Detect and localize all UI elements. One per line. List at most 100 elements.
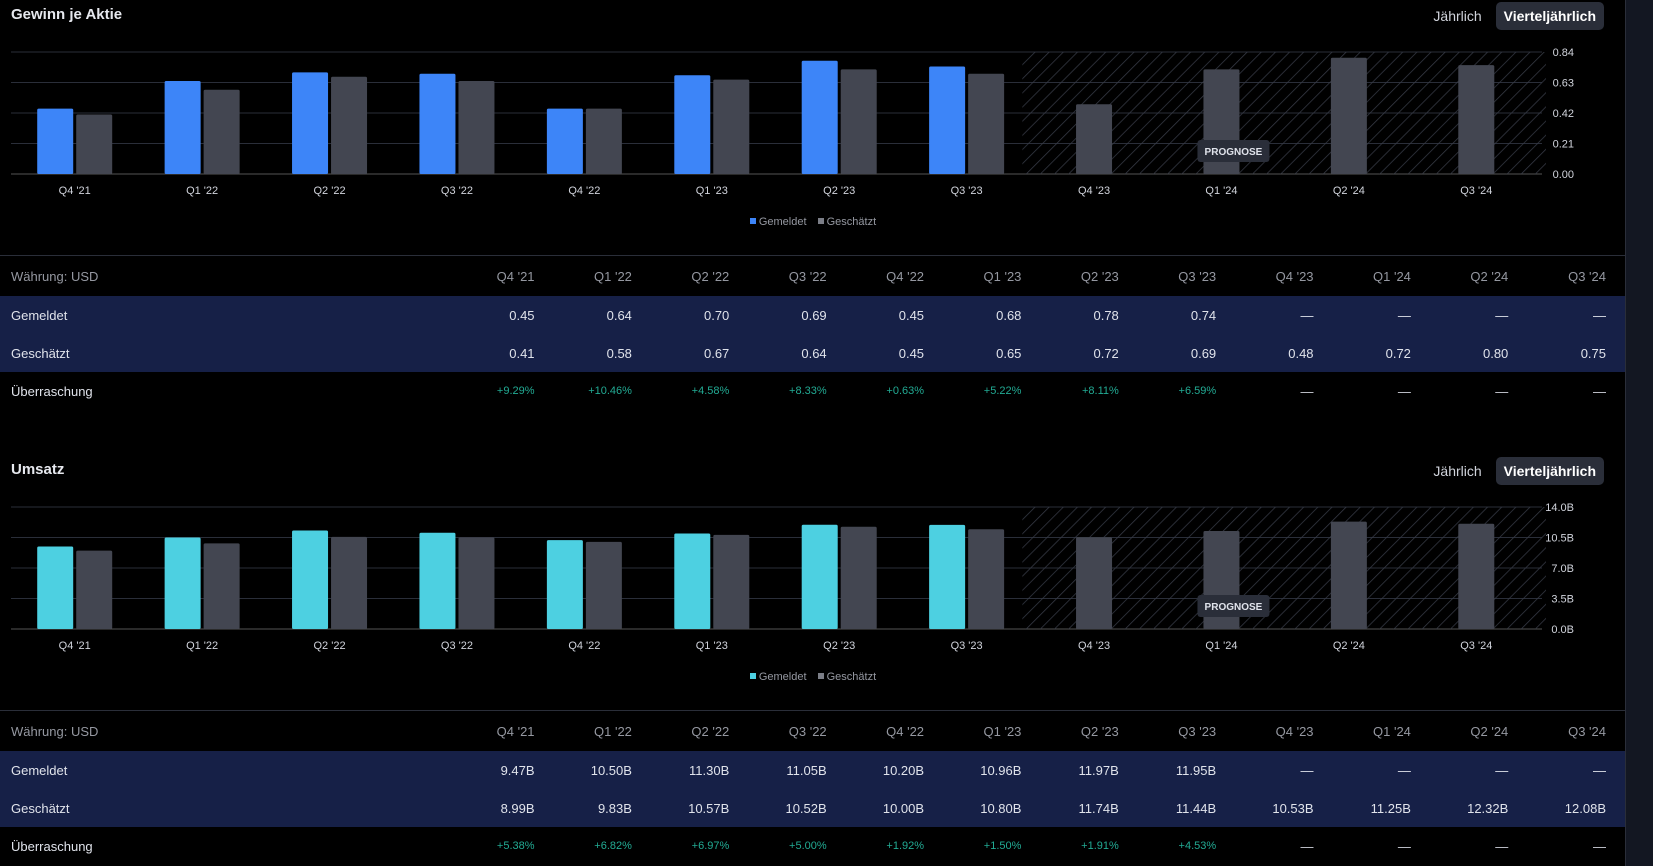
estimated-bar (203, 89, 240, 174)
revenue-quarterly-button[interactable]: Vierteljährlich (1495, 457, 1604, 485)
legend-reported-label: Gemeldet (758, 216, 807, 228)
reported-value: 0.70 (631, 296, 730, 334)
estimated-value: 9.83B (534, 789, 632, 827)
page-scrollbar[interactable] (1625, 0, 1653, 866)
estimated-value: 0.72 (1021, 334, 1119, 372)
surprise-value: +6.82% (594, 840, 632, 852)
x-tick-label: Q2 '22 (314, 640, 346, 652)
x-tick-label: Q3 '22 (441, 185, 473, 197)
y-tick-label: 3.5B (1551, 594, 1574, 606)
surprise-value: +1.92% (886, 840, 925, 852)
estimated-bar (1330, 57, 1367, 174)
estimated-bar (585, 541, 622, 629)
revenue-legend: Gemeldet Geschätzt (0, 671, 1626, 683)
estimated-bar (968, 73, 1005, 174)
period-header: Q2 '22 (691, 268, 730, 284)
estimated-value: 0.41 (437, 334, 535, 372)
reported-value: — (1313, 296, 1411, 334)
reported-row: Gemeldet 9.47B 10.50B 11.30B 11.05B 10.20B 10.… (0, 751, 1626, 789)
reported-bar (37, 108, 74, 174)
eps-divider (0, 255, 1626, 256)
period-header: Q2 '24 (1470, 268, 1509, 284)
estimated-bar (458, 537, 495, 629)
estimated-value: 8.99B (437, 789, 535, 827)
reported-value: 0.68 (924, 296, 1022, 334)
x-tick-label: Q3 '23 (951, 640, 983, 652)
legend-reported: Gemeldet (749, 216, 807, 228)
period-header: Q3 '22 (788, 723, 827, 739)
surprise-value: +6.59% (1178, 385, 1217, 397)
reported-value: 0.74 (1118, 296, 1217, 334)
reported-value: 0.45 (437, 296, 535, 334)
x-tick-label: Q4 '23 (1078, 640, 1110, 652)
reported-bar (674, 75, 711, 174)
reported-value: 10.96B (924, 751, 1022, 789)
forecast-badge-label: PROGNOSE (1205, 147, 1263, 158)
estimated-bar (331, 536, 368, 629)
revenue-table: Währung: USD Q4 '21 Q1 '22 Q2 '22 Q3 '22 Q4 '… (0, 711, 1626, 865)
estimated-row: Geschätzt 0.41 0.58 0.67 0.64 0.45 0.65 0.72 0.6… (0, 334, 1626, 372)
estimated-value: 0.67 (631, 334, 730, 372)
legend-reported-swatch (749, 673, 756, 679)
row-label: Überraschung (11, 383, 93, 399)
estimated-bar (1076, 104, 1113, 174)
estimated-value: 10.00B (826, 789, 925, 827)
estimated-bar (840, 526, 877, 629)
reported-bar (164, 81, 201, 174)
surprise-value: — (1495, 838, 1509, 854)
legend-estimated-label: Geschätzt (826, 216, 877, 228)
estimated-value: 11.74B (1021, 789, 1119, 827)
reported-bar (546, 108, 583, 174)
row-label: Währung: USD (11, 268, 99, 284)
reported-value: — (1313, 751, 1411, 789)
y-tick-label: 0.00 (1553, 169, 1574, 181)
period-header: Q4 '22 (886, 268, 925, 284)
estimated-bar (1458, 523, 1495, 629)
eps-legend: Gemeldet Geschätzt (0, 216, 1626, 228)
period-header: Q2 '22 (691, 723, 730, 739)
reported-value: 0.69 (729, 296, 827, 334)
surprise-value: +1.91% (1081, 840, 1119, 852)
reported-row: Gemeldet 0.45 0.64 0.70 0.69 0.45 0.68 0.78 0.74… (0, 296, 1626, 334)
reported-bar (546, 540, 583, 629)
reported-value: 11.30B (631, 751, 730, 789)
reported-bar (929, 66, 966, 174)
estimated-value: 0.48 (1216, 334, 1314, 372)
x-tick-label: Q3 '24 (1460, 185, 1492, 197)
reported-value: 10.50B (534, 751, 632, 789)
estimated-bar (713, 79, 750, 174)
surprise-value: +4.58% (691, 385, 730, 397)
period-header: Q1 '24 (1373, 268, 1411, 284)
period-header: Q2 '23 (1080, 268, 1119, 284)
estimated-value: 10.52B (729, 789, 827, 827)
forecast-badge-label: PROGNOSE (1205, 602, 1263, 613)
reported-value: — (1410, 751, 1509, 789)
surprise-value: — (1300, 838, 1314, 854)
y-tick-label: 0.42 (1553, 108, 1574, 120)
estimated-value: 0.80 (1410, 334, 1509, 372)
row-label: Geschätzt (0, 789, 438, 827)
estimated-value: 0.58 (534, 334, 632, 372)
surprise-value: +5.00% (789, 840, 827, 852)
eps-annual-button[interactable]: Jährlich (1433, 8, 1482, 24)
x-tick-label: Q4 '21 (59, 640, 91, 652)
estimated-value: 10.53B (1216, 789, 1314, 827)
legend-reported: Gemeldet (749, 671, 807, 683)
x-tick-label: Q1 '22 (186, 185, 218, 197)
legend-estimated-swatch (817, 673, 824, 679)
surprise-value: +10.46% (588, 385, 632, 397)
x-tick-label: Q4 '23 (1078, 185, 1110, 197)
revenue-annual-button[interactable]: Jährlich (1433, 463, 1482, 479)
estimated-value: 11.44B (1118, 789, 1217, 827)
eps-quarterly-button[interactable]: Vierteljährlich (1495, 2, 1604, 30)
estimated-value: 11.25B (1313, 789, 1411, 827)
period-header: Q1 '22 (594, 268, 632, 284)
estimated-value: 0.65 (924, 334, 1022, 372)
legend-estimated: Geschätzt (817, 216, 877, 228)
period-header: Q1 '23 (983, 268, 1022, 284)
estimated-row: Geschätzt 8.99B 9.83B 10.57B 10.52B 10.00B 10.… (0, 789, 1626, 827)
reported-value: 11.05B (729, 751, 827, 789)
period-header: Q1 '23 (983, 723, 1022, 739)
reported-bar (801, 524, 838, 629)
y-tick-label: 0.63 (1553, 78, 1574, 90)
